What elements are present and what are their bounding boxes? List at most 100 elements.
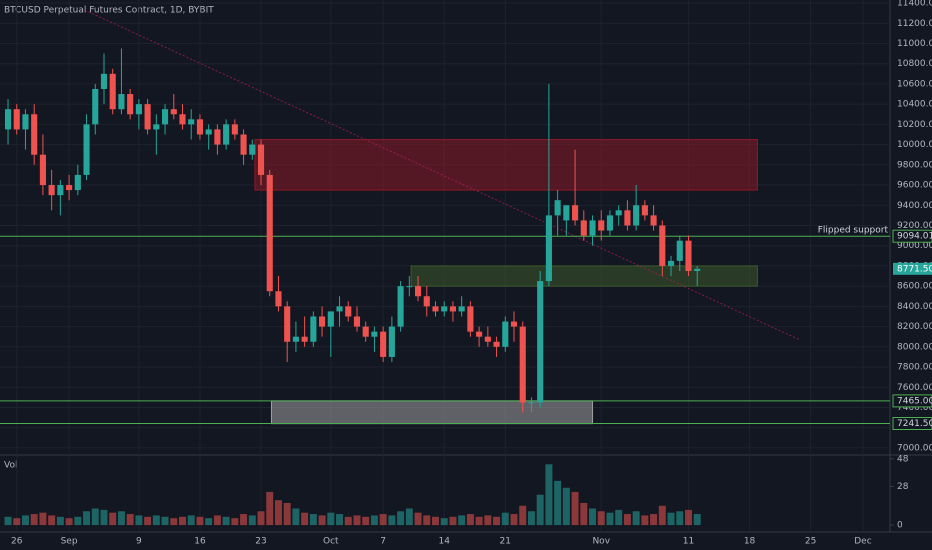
candle-body (606, 215, 614, 231)
volume-bar (632, 511, 640, 526)
candle-body (127, 94, 134, 115)
zone (254, 139, 758, 191)
volume-bar (56, 516, 64, 526)
zone (270, 400, 594, 425)
last-price-label: 8771.50 (897, 264, 932, 274)
volume-bar (405, 508, 413, 526)
candle-body (83, 124, 90, 175)
candle-body (319, 316, 326, 327)
candle-body (292, 336, 299, 342)
candle-body (685, 240, 692, 271)
volume-bar (615, 509, 623, 526)
volume-bar (379, 514, 387, 526)
y-tick-label: 9400.00 (897, 201, 932, 211)
candle-body (144, 104, 151, 130)
volume-bar (117, 511, 125, 526)
y-tick-label: 10000.00 (897, 140, 932, 150)
candle-body (545, 215, 552, 282)
volume-bar (48, 515, 56, 526)
candle-body (162, 109, 169, 125)
x-tick-label: 16 (194, 537, 206, 547)
volume-bar (388, 515, 396, 526)
y-tick-label: 10200.00 (897, 120, 932, 130)
y-tick-label: 7000.00 (897, 443, 932, 453)
candle-body (502, 321, 509, 347)
volume-bar (501, 512, 509, 526)
volume-bar (336, 514, 344, 526)
last-price-tag (893, 262, 932, 275)
volume-bar (484, 515, 492, 526)
y-tick-label: 9200.00 (897, 221, 932, 231)
candle-body (414, 286, 422, 297)
y-tick-label: 10600.00 (897, 79, 932, 89)
volume-bar (4, 516, 12, 526)
candle-body (336, 306, 343, 312)
volume-bar (74, 516, 82, 526)
volume-bar (161, 516, 169, 526)
volume-bar (187, 515, 195, 526)
candle-body (659, 225, 666, 266)
volume-bar (397, 511, 405, 526)
volume-bar (571, 491, 579, 526)
candle-body (22, 114, 29, 130)
y-tick-label: 8400.00 (897, 302, 932, 312)
level-tag (892, 394, 932, 408)
volume-bar (353, 515, 361, 526)
candle-body (205, 129, 212, 135)
volume-bar (240, 514, 248, 526)
x-tick-label: 7 (380, 537, 386, 547)
candle-body (153, 124, 160, 130)
x-tick-label: Nov (592, 537, 610, 547)
volume-bar (179, 516, 186, 526)
volume-bar (475, 516, 483, 526)
candle-body (406, 286, 413, 288)
y-tick-label: 7600.00 (897, 383, 932, 393)
candle-body (554, 200, 561, 216)
volume-bar (222, 516, 230, 526)
x-tick-label: 9 (136, 537, 142, 547)
candle-body (519, 326, 526, 403)
candle-body (48, 185, 55, 196)
candle-body (458, 306, 465, 312)
volume-bar (21, 515, 29, 526)
candle-body (563, 205, 570, 221)
volume-bar (309, 514, 317, 526)
volume-bar (362, 516, 370, 526)
x-tick-label: 18 (744, 537, 756, 547)
volume-bar (83, 511, 91, 526)
candle-body (345, 306, 352, 317)
volume-bar (231, 518, 239, 526)
candle-body (284, 306, 291, 342)
candle-body (537, 281, 544, 403)
candle-body (493, 341, 500, 347)
candle-body (109, 73, 116, 110)
candle-body (223, 124, 230, 145)
volume-bar (100, 509, 108, 526)
volume-bar (301, 512, 309, 526)
x-tick-label: 23 (255, 537, 266, 547)
y-tick-label: 10400.00 (897, 100, 932, 110)
candle-body (432, 306, 439, 312)
volume-bar (135, 515, 143, 526)
y-tick-label: 11000.00 (897, 39, 932, 49)
volume-bar (623, 514, 631, 526)
volume-bar (606, 512, 614, 526)
candle-body (388, 326, 395, 357)
candle-body (100, 73, 108, 89)
x-tick-label: 21 (500, 537, 511, 547)
x-tick-label: Sep (61, 537, 78, 547)
candle-body (231, 124, 238, 135)
candle-body (170, 109, 177, 115)
candle-body (57, 185, 64, 196)
volume-bar (589, 508, 597, 526)
y2-tick-label: 0 (897, 521, 903, 531)
volume-bar (30, 514, 38, 526)
candle-body (598, 220, 605, 231)
volume-bar (562, 487, 570, 526)
candle-body (615, 210, 622, 216)
level-tag (892, 417, 932, 431)
volume-bar (658, 505, 666, 526)
y-tick-label: 7400.00 (897, 403, 932, 413)
candle-body (13, 109, 20, 130)
volume-bar (414, 512, 422, 526)
